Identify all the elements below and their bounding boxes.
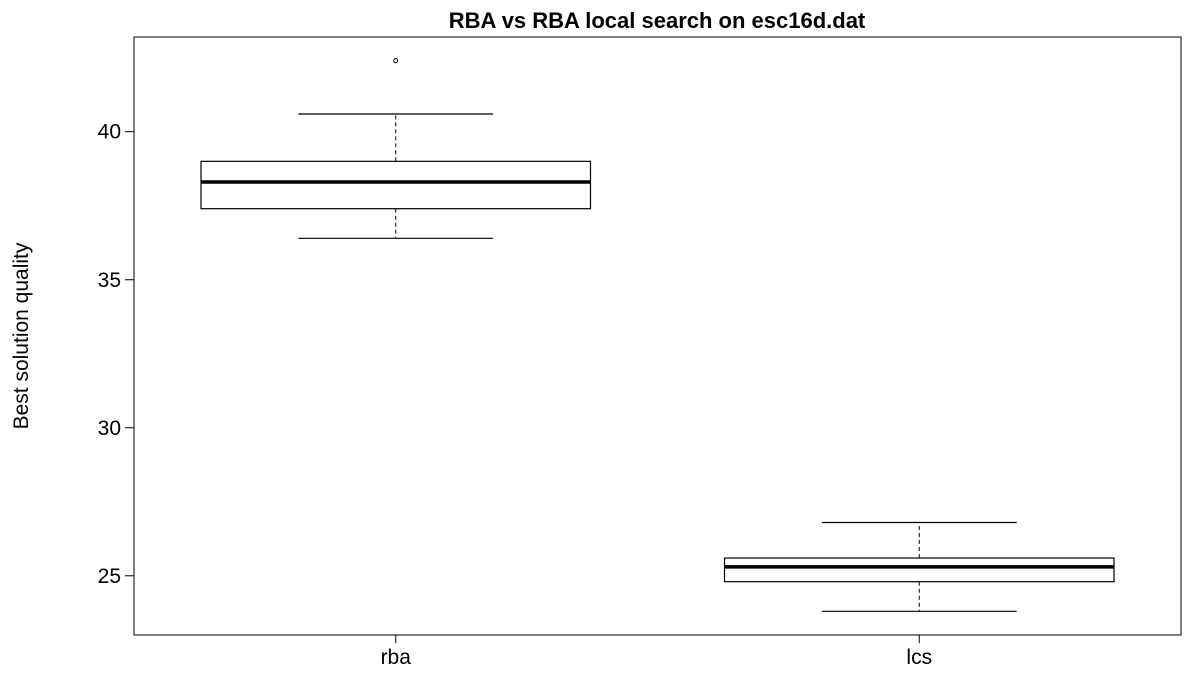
x-axis: rba lcs — [381, 635, 932, 669]
outlier-point — [393, 58, 399, 64]
y-axis-label: Best solution quality — [10, 242, 33, 429]
y-axis: 25 30 35 40 — [98, 121, 134, 588]
box-series — [200, 58, 1115, 612]
chart-title: RBA vs RBA local search on esc16d.dat — [449, 8, 866, 33]
box-iqr — [200, 160, 592, 210]
y-tick-label: 35 — [98, 269, 121, 292]
x-tick-label: lcs — [906, 646, 932, 669]
x-tick-label: rba — [381, 646, 412, 669]
box-iqr — [723, 557, 1115, 583]
box-lcs — [723, 521, 1115, 612]
y-tick-label: 30 — [98, 417, 121, 440]
y-tick-label: 25 — [98, 565, 121, 588]
y-tick-label: 40 — [98, 121, 121, 144]
box-rba — [200, 58, 592, 239]
plot-area-frame — [133, 36, 1182, 636]
